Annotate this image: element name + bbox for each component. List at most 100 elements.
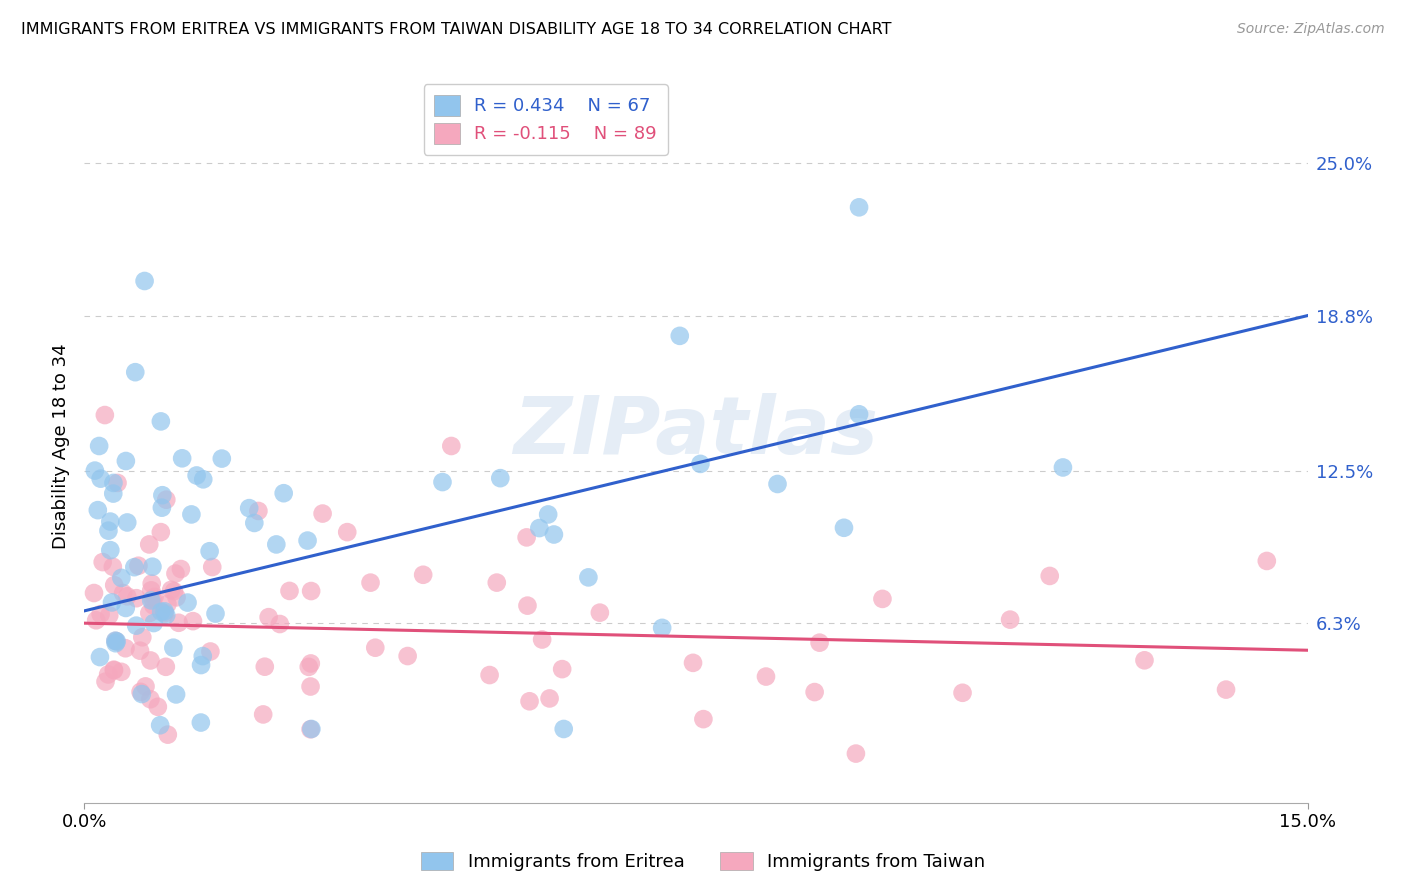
Point — [755, 669, 778, 683]
Point — [110, 665, 132, 679]
Point — [766, 477, 789, 491]
Point — [142, 599, 165, 613]
Point — [440, 439, 463, 453]
Point — [1039, 569, 1062, 583]
Point — [127, 558, 149, 573]
Point — [181, 614, 204, 628]
Point — [299, 722, 322, 736]
Point — [689, 457, 711, 471]
Point — [138, 537, 160, 551]
Point — [299, 657, 322, 671]
Point — [190, 658, 212, 673]
Y-axis label: Disability Age 18 to 34: Disability Age 18 to 34 — [52, 343, 70, 549]
Point — [238, 501, 260, 516]
Point — [589, 606, 612, 620]
Point — [803, 685, 825, 699]
Point — [266, 537, 288, 551]
Point — [114, 641, 136, 656]
Point — [115, 590, 138, 604]
Point — [872, 591, 894, 606]
Point — [104, 636, 127, 650]
Point — [243, 516, 266, 530]
Point — [131, 687, 153, 701]
Point — [998, 613, 1021, 627]
Point — [299, 680, 322, 694]
Point — [156, 728, 179, 742]
Point — [101, 559, 124, 574]
Point — [1256, 554, 1278, 568]
Point — [952, 686, 974, 700]
Legend: R = 0.434    N = 67, R = -0.115    N = 89: R = 0.434 N = 67, R = -0.115 N = 89 — [423, 84, 668, 154]
Point — [651, 621, 673, 635]
Point — [165, 688, 187, 702]
Point — [104, 634, 127, 648]
Point — [180, 508, 202, 522]
Point — [531, 632, 554, 647]
Point — [163, 584, 186, 599]
Point — [83, 586, 105, 600]
Point — [576, 570, 599, 584]
Point — [519, 694, 541, 708]
Point — [336, 525, 359, 540]
Point — [845, 747, 868, 761]
Point — [103, 475, 125, 490]
Point — [94, 674, 117, 689]
Point — [848, 407, 870, 421]
Point — [692, 712, 714, 726]
Point — [110, 571, 132, 585]
Point — [155, 608, 177, 623]
Text: ZIPatlas: ZIPatlas — [513, 392, 879, 471]
Point — [146, 699, 169, 714]
Point — [299, 584, 322, 599]
Point — [198, 544, 221, 558]
Point — [297, 533, 319, 548]
Point — [553, 722, 575, 736]
Point — [129, 643, 152, 657]
Point — [101, 595, 124, 609]
Point — [186, 468, 208, 483]
Point — [538, 691, 561, 706]
Point — [90, 472, 112, 486]
Point — [103, 663, 125, 677]
Point — [141, 576, 163, 591]
Point — [84, 613, 107, 627]
Point — [682, 656, 704, 670]
Point — [155, 660, 177, 674]
Point — [139, 692, 162, 706]
Point — [252, 707, 274, 722]
Point — [143, 590, 166, 604]
Point — [141, 559, 163, 574]
Point — [247, 504, 270, 518]
Point — [167, 615, 190, 630]
Point — [485, 575, 508, 590]
Point — [142, 592, 165, 607]
Point — [832, 521, 855, 535]
Point — [124, 560, 146, 574]
Point — [489, 471, 512, 485]
Point — [134, 274, 156, 288]
Point — [668, 329, 690, 343]
Point — [89, 650, 111, 665]
Point — [112, 586, 135, 600]
Point — [160, 582, 183, 597]
Point — [125, 591, 148, 606]
Point — [98, 543, 121, 558]
Point — [176, 596, 198, 610]
Point — [149, 525, 172, 540]
Point — [125, 618, 148, 632]
Point — [97, 524, 120, 538]
Point — [129, 685, 152, 699]
Point — [360, 575, 382, 590]
Point — [141, 593, 163, 607]
Point — [311, 507, 333, 521]
Point — [103, 663, 125, 677]
Point — [131, 630, 153, 644]
Point — [848, 200, 870, 214]
Point — [200, 644, 222, 658]
Point — [278, 583, 301, 598]
Point — [269, 617, 291, 632]
Point — [537, 508, 560, 522]
Point — [432, 475, 454, 489]
Point — [170, 562, 193, 576]
Point — [1133, 653, 1156, 667]
